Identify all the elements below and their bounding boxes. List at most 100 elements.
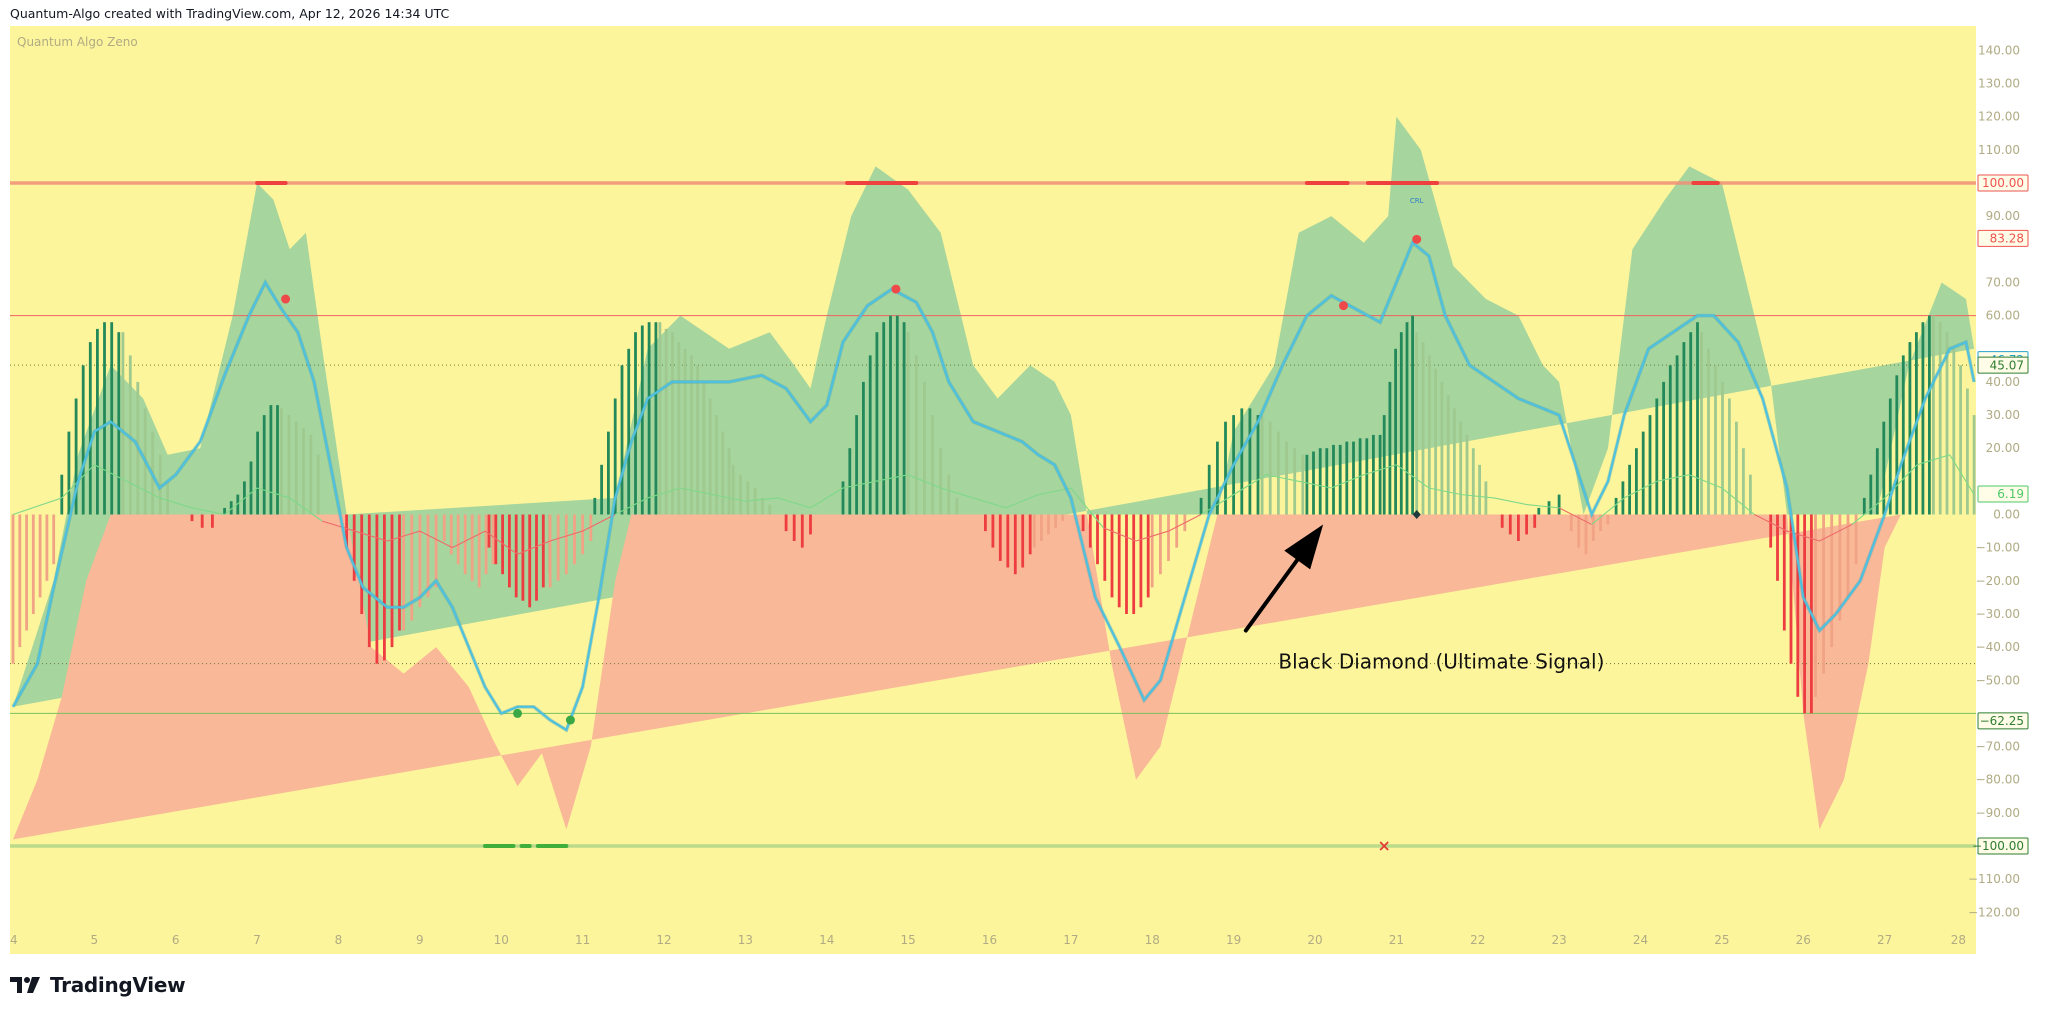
x-tick-label: 5 <box>91 933 99 947</box>
histogram-bar <box>249 461 253 515</box>
signal-line-segment <box>1851 497 1885 525</box>
histogram-bar <box>67 431 71 515</box>
x-tick-label: 20 <box>1307 933 1322 947</box>
histogram-bar <box>1628 464 1631 515</box>
histogram-bar <box>600 464 603 515</box>
price-badge-label: 6.19 <box>1997 487 2024 501</box>
buy-dot <box>565 715 575 725</box>
histogram-bar <box>121 332 125 515</box>
histogram-bar <box>809 514 812 535</box>
signal-line-segment <box>875 474 909 482</box>
histogram-bar <box>1352 441 1355 515</box>
histogram-bar <box>1707 348 1710 515</box>
signal-line-segment <box>1558 507 1592 525</box>
sell-dot <box>281 294 291 304</box>
histogram-bar <box>390 514 394 648</box>
y-tick-label: −90.00 <box>1976 806 2020 820</box>
histogram-bar <box>715 415 718 515</box>
price-badge-label: 45.07 <box>1990 358 2024 372</box>
histogram-bar <box>1006 514 1010 568</box>
histogram-bar <box>463 514 467 575</box>
x-tick-label: 26 <box>1796 933 1811 947</box>
histogram-bar <box>800 514 804 548</box>
x-tick-label: 21 <box>1389 933 1404 947</box>
histogram-bar <box>74 398 78 515</box>
histogram-bar <box>1318 448 1322 515</box>
histogram-bar <box>345 514 348 548</box>
histogram-bar <box>18 514 22 648</box>
histogram-bar <box>1175 514 1179 548</box>
histogram-bar <box>882 322 886 515</box>
histogram-bar <box>1338 444 1342 515</box>
signal-line-segment <box>712 494 746 502</box>
signal-line-segment <box>484 530 518 555</box>
histogram-bar <box>11 514 15 664</box>
histogram-bar <box>1869 474 1873 515</box>
histogram-bar <box>984 514 987 532</box>
histogram-bar <box>1028 514 1032 555</box>
oscillator-line <box>12 240 1976 732</box>
histogram-bar <box>947 474 951 515</box>
histogram-bar <box>708 398 712 515</box>
histogram-bar <box>402 514 405 631</box>
x-tick-label: 17 <box>1063 933 1078 947</box>
histogram-bar <box>1921 322 1925 515</box>
histogram-bar <box>128 355 132 515</box>
signal-line-segment <box>1461 494 1495 499</box>
histogram-bar <box>158 454 162 515</box>
histogram-bar <box>1796 514 1800 697</box>
black-diamond-marker <box>1412 510 1421 519</box>
x-tick-label: 19 <box>1226 933 1241 947</box>
histogram-bar <box>96 328 99 515</box>
small-signal-label: CRL <box>1410 197 1424 205</box>
histogram-bar <box>556 514 560 581</box>
histogram-bar <box>1465 434 1469 515</box>
histogram-bar <box>110 322 114 515</box>
histogram-bar <box>868 355 872 515</box>
y-tick-label: 40.00 <box>1986 375 2020 389</box>
histogram-bar <box>768 504 772 515</box>
histogram-bar <box>1117 514 1121 608</box>
histogram-bar <box>1577 514 1581 548</box>
signal-line-segment <box>1949 454 1975 495</box>
histogram-bar <box>223 507 226 515</box>
histogram-bar <box>1285 441 1288 515</box>
histogram-bar <box>1382 415 1386 515</box>
signal-line-segment <box>1591 497 1625 525</box>
sell-dot <box>1412 234 1422 244</box>
histogram-bar <box>1248 408 1252 515</box>
histogram-bar <box>1714 365 1717 515</box>
histogram-bar <box>256 431 259 515</box>
histogram-bar <box>1268 421 1272 515</box>
histogram-bar <box>1081 514 1085 532</box>
histogram-bar <box>1854 514 1858 565</box>
histogram-bar <box>889 315 892 515</box>
signal-line-segment <box>224 487 258 515</box>
x-tick-label: 25 <box>1714 933 1729 947</box>
y-tick-label: −110.00 <box>1968 872 2020 886</box>
y-tick-label: 110.00 <box>1978 143 2020 157</box>
x-tick-label: 9 <box>416 933 424 947</box>
histogram-bar <box>302 428 305 515</box>
signal-line-segment <box>517 540 551 555</box>
histogram-bar <box>541 514 545 588</box>
histogram-bar <box>696 365 700 515</box>
histogram-bar <box>627 348 631 515</box>
y-tick-label: −30.00 <box>1976 607 2020 621</box>
histogram-bar <box>1446 395 1450 515</box>
histogram-bar <box>1569 514 1573 532</box>
tradingview-logo-icon <box>10 977 40 993</box>
histogram-bar <box>294 421 298 515</box>
histogram-bar <box>280 408 283 515</box>
histogram-bar <box>677 342 681 515</box>
histogram-bar <box>535 514 538 601</box>
histogram-bar <box>1471 448 1475 515</box>
signal-line-segment <box>452 530 486 549</box>
y-tick-label: 0.00 <box>1993 508 2020 522</box>
signal-line-segment <box>777 497 811 509</box>
histogram-bar <box>360 514 364 614</box>
tradingview-brand[interactable]: TradingView <box>10 970 186 1000</box>
histogram-bar <box>1478 464 1481 515</box>
price-badge: 83.28 <box>1977 229 2029 247</box>
